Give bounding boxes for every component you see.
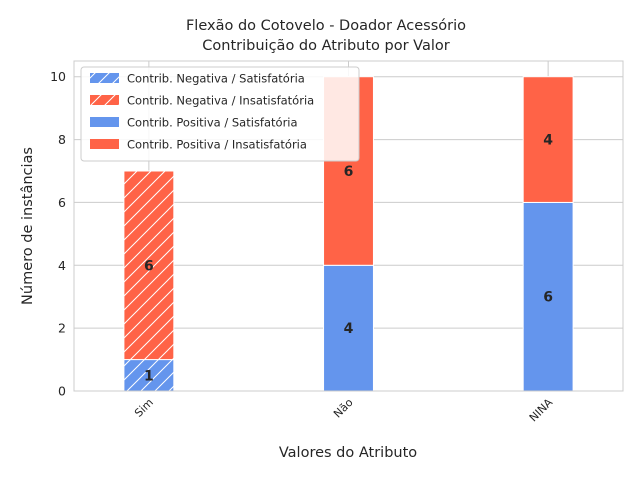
bar-value-label: 6 <box>144 258 154 274</box>
legend-swatch <box>90 139 119 149</box>
x-axis-label: Valores do Atributo <box>279 445 417 461</box>
chart-title: Flexão do Cotovelo - Doador Acessório <box>186 18 466 34</box>
legend-entry: Contrib. Negativa / Satisfatória <box>127 72 305 86</box>
legend-box <box>80 66 360 162</box>
x-tick-label: Sim <box>132 396 156 420</box>
y-tick-label: 6 <box>58 195 66 210</box>
legend-entry: Contrib. Positiva / Insatisfatória <box>127 138 307 152</box>
y-axis-label: Número de instâncias <box>20 147 36 305</box>
bar-value-label: 6 <box>543 290 553 306</box>
x-tick-label: Não <box>331 396 356 421</box>
bar-hatch <box>123 171 174 360</box>
y-tick-label: 0 <box>58 384 66 399</box>
bar-value-label: 4 <box>344 321 354 337</box>
bar-segment <box>522 201 574 392</box>
y-tick-label: 4 <box>58 258 66 273</box>
chart-subtitle: Contribuição do Atributo por Valor <box>202 38 449 54</box>
y-tick-label: 10 <box>50 69 66 84</box>
plot-frame <box>73 60 624 392</box>
bar-value-label: 1 <box>144 368 154 384</box>
legend-swatch-hatch <box>90 73 119 83</box>
bar-value-label: 4 <box>543 133 553 149</box>
legend-swatch-hatch <box>90 95 119 105</box>
x-tick-label: NINA <box>527 396 556 425</box>
bar-value-label: 6 <box>344 164 354 180</box>
y-tick-label: 8 <box>58 132 66 147</box>
y-tick-label: 2 <box>58 321 66 336</box>
bar-segment <box>323 264 374 392</box>
bar-hatch <box>123 359 174 391</box>
bar-segment <box>522 76 574 203</box>
legend: Contrib. Negativa / Satisfatória Contrib.… <box>80 66 360 162</box>
legend-swatch <box>90 117 119 127</box>
legend-entry: Contrib. Negativa / Insatisfatória <box>127 94 314 108</box>
bar-labels: 1 6 4 6 6 4 <box>144 133 553 385</box>
legend-entry: Contrib. Positiva / Satisfatória <box>127 116 298 130</box>
bars <box>123 76 574 392</box>
